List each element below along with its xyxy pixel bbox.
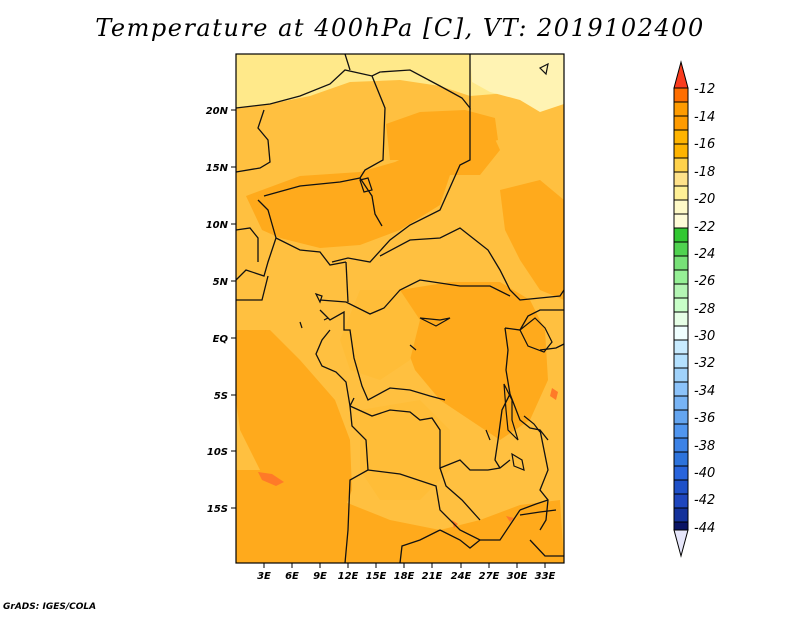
lat-label-eq: EQ bbox=[213, 334, 229, 345]
colorbar-swatch bbox=[673, 353, 689, 369]
colorbar-swatch bbox=[673, 213, 689, 229]
colorbar-label: -28 bbox=[694, 302, 715, 317]
colorbar-swatch bbox=[673, 283, 689, 299]
colorbar-swatch bbox=[673, 381, 689, 397]
colorbar-swatch bbox=[673, 241, 689, 257]
hot-spot-atlantic bbox=[258, 472, 284, 486]
map-title: Temperature at 400hPa [C], VT: 201910240… bbox=[95, 14, 705, 42]
colorbar-swatch bbox=[673, 129, 689, 145]
colorbar-label: -44 bbox=[694, 521, 715, 536]
colorbar-swatch bbox=[673, 115, 689, 131]
hot-spot-malawi bbox=[506, 516, 514, 522]
lon-label-6e: 6E bbox=[285, 571, 299, 582]
colorbar-swatch bbox=[673, 521, 689, 531]
colorbar-label: -12 bbox=[694, 82, 715, 97]
colorbar-label: -24 bbox=[694, 247, 715, 262]
colorbar-swatch bbox=[673, 465, 689, 481]
colorbar-label: -16 bbox=[694, 137, 715, 152]
colorbar-label: -32 bbox=[694, 356, 715, 371]
lon-label-12e: 12E bbox=[338, 571, 359, 582]
colorbar-swatch bbox=[673, 311, 689, 327]
colorbar-label: -42 bbox=[694, 493, 715, 508]
colorbar-label: -14 bbox=[694, 110, 715, 125]
colorbar-swatch bbox=[673, 479, 689, 495]
colorbar-swatch bbox=[673, 269, 689, 285]
lon-label-15e: 15E bbox=[366, 571, 387, 582]
colorbar-swatch bbox=[673, 185, 689, 201]
colorbar-swatch bbox=[673, 395, 689, 411]
colorbar-label: -22 bbox=[694, 220, 715, 235]
cold-field-sahel bbox=[246, 128, 500, 248]
lon-label-9e: 9E bbox=[313, 571, 327, 582]
colorbar-label: -36 bbox=[694, 411, 715, 426]
cold-field-central bbox=[400, 282, 548, 440]
lat-label-5n: 5N bbox=[213, 277, 229, 288]
cold-field-east bbox=[500, 180, 564, 300]
colorbar-swatch bbox=[673, 325, 689, 341]
latitude-axis: 20N 15N 10N 5N EQ 5S 10S 15S bbox=[206, 106, 236, 515]
colorbar-swatch bbox=[673, 87, 689, 103]
colorbar-swatch bbox=[673, 143, 689, 159]
colorbar-swatch bbox=[673, 171, 689, 187]
colorbar-swatch bbox=[673, 493, 689, 509]
map-frame bbox=[235, 53, 565, 564]
colorbar-top-triangle bbox=[673, 60, 689, 89]
lakes bbox=[299, 62, 557, 516]
colorbar-swatch bbox=[673, 409, 689, 425]
lon-label-18e: 18E bbox=[394, 571, 415, 582]
lon-label-24e: 24E bbox=[451, 571, 472, 582]
hot-spot-zambia bbox=[452, 520, 458, 528]
lon-label-27e: 27E bbox=[479, 571, 500, 582]
colorbar-swatch bbox=[673, 199, 689, 215]
colorbar-swatch bbox=[673, 227, 689, 243]
mid-field-angola bbox=[360, 400, 450, 500]
mid-field-congo bbox=[340, 290, 420, 380]
lat-label-20n: 20N bbox=[206, 106, 229, 117]
colorbar-label: -18 bbox=[694, 165, 715, 180]
colorbar-label: -20 bbox=[694, 192, 715, 207]
colorbar-swatch bbox=[673, 451, 689, 467]
colorbar: -12 -14 -16 -18 -20 -22 -24 -26 -28 -30 … bbox=[673, 60, 715, 558]
colorbar-label: -38 bbox=[694, 439, 715, 454]
longitude-axis: 3E 6E 9E 12E 15E 18E 21E 24E 27E 30E 33E bbox=[257, 563, 556, 582]
colorbar-label: -30 bbox=[694, 329, 715, 344]
colorbar-swatch bbox=[673, 101, 689, 117]
colorbar-label: -40 bbox=[694, 466, 715, 481]
colorbar-swatch bbox=[673, 423, 689, 439]
lon-label-30e: 30E bbox=[507, 571, 528, 582]
lat-label-10n: 10N bbox=[206, 220, 229, 231]
colorbar-swatch bbox=[673, 507, 689, 523]
colorbar-label: -34 bbox=[694, 384, 715, 399]
lon-label-21e: 21E bbox=[422, 571, 443, 582]
map-panel bbox=[235, 53, 565, 564]
country-borders bbox=[235, 53, 565, 564]
colorbar-bottom-triangle bbox=[673, 529, 689, 558]
lat-label-15n: 15N bbox=[206, 163, 229, 174]
hot-spot-mozambique bbox=[550, 388, 558, 400]
colorbar-swatch bbox=[673, 367, 689, 383]
colorbar-swatch bbox=[673, 437, 689, 453]
lat-label-5s: 5S bbox=[214, 391, 228, 402]
colorbar-swatch bbox=[673, 255, 689, 271]
colorbar-swatch bbox=[673, 297, 689, 313]
lat-label-15s: 15S bbox=[207, 504, 228, 515]
lat-label-10s: 10S bbox=[207, 447, 228, 458]
grads-credit: GrADS: IGES/COLA bbox=[3, 602, 97, 612]
lon-label-3e: 3E bbox=[257, 571, 271, 582]
colorbar-swatch bbox=[673, 339, 689, 355]
colorbar-swatch bbox=[673, 157, 689, 173]
colorbar-label: -26 bbox=[694, 274, 715, 289]
lon-label-33e: 33E bbox=[535, 571, 556, 582]
